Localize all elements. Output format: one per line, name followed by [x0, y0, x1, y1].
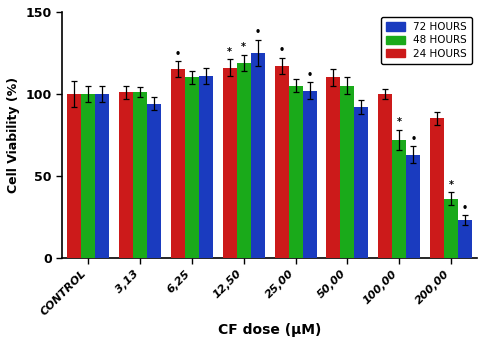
Bar	[81, 94, 95, 258]
Bar	[378, 94, 392, 258]
Bar	[392, 140, 406, 258]
Bar	[133, 92, 147, 258]
Bar	[326, 77, 340, 258]
Bar	[95, 94, 109, 258]
Bar	[302, 90, 317, 258]
Text: •: •	[462, 203, 468, 213]
Text: *: *	[227, 47, 232, 57]
Bar	[67, 94, 81, 258]
Text: •: •	[410, 134, 416, 144]
Bar	[251, 53, 265, 258]
Text: •: •	[255, 27, 261, 37]
Text: •: •	[306, 70, 313, 80]
Text: •: •	[175, 49, 181, 58]
Bar	[237, 63, 251, 258]
Bar	[171, 69, 185, 258]
Bar	[340, 86, 354, 258]
Bar	[406, 154, 420, 258]
Bar	[430, 118, 444, 258]
X-axis label: CF dose (μM): CF dose (μM)	[218, 323, 321, 337]
Bar	[354, 107, 368, 258]
Legend: 72 HOURS, 48 HOURS, 24 HOURS: 72 HOURS, 48 HOURS, 24 HOURS	[380, 17, 472, 64]
Bar	[119, 92, 133, 258]
Bar	[185, 77, 199, 258]
Bar	[223, 68, 237, 258]
Bar	[444, 199, 458, 258]
Text: •: •	[278, 45, 285, 55]
Text: *: *	[241, 42, 246, 52]
Text: *: *	[449, 180, 454, 190]
Bar	[458, 220, 472, 258]
Bar	[288, 86, 302, 258]
Bar	[199, 76, 213, 258]
Bar	[274, 66, 288, 258]
Bar	[147, 104, 161, 258]
Text: *: *	[397, 118, 402, 128]
Y-axis label: Cell Viability (%): Cell Viability (%)	[7, 77, 20, 193]
